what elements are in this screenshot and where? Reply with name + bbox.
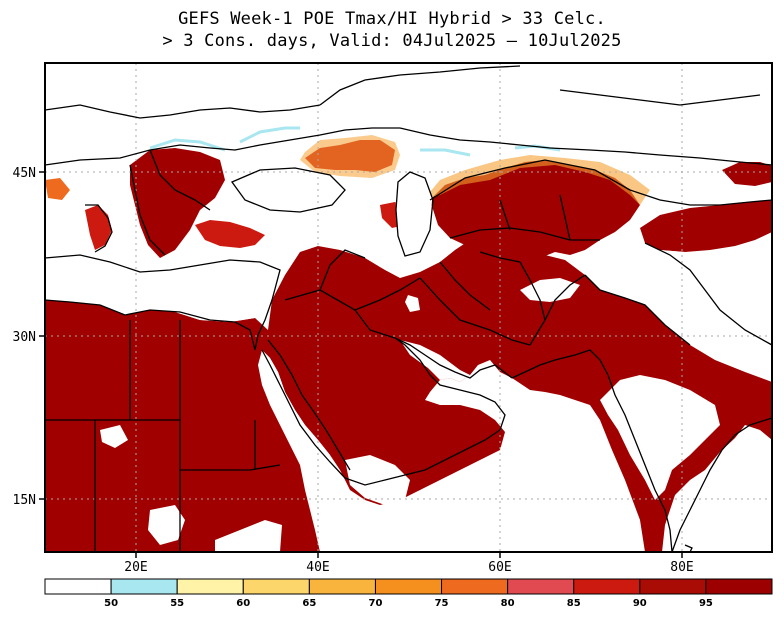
poe-cyan-fringe-3 [420, 148, 471, 157]
poe-region-italy [85, 205, 112, 250]
colorbar-label: 75 [435, 598, 449, 609]
map-title-line-1: GEFS Week-1 POE Tmax/HI Hybrid > 33 Celc… [178, 9, 606, 29]
colorbar: 50 55 60 65 70 75 80 85 90 95 [44, 578, 773, 609]
map-gridlines [45, 63, 772, 552]
poe-gap-red-sea [262, 350, 330, 460]
poe-cyan-fringe-1 [149, 138, 226, 152]
colorbar-label: 50 [104, 598, 118, 609]
tick-marks [39, 171, 683, 558]
colorbar-swatch [507, 578, 575, 595]
lon-tick-label: 80E [670, 560, 693, 575]
lon-tick-label: 60E [488, 560, 511, 575]
poe-gap-himalaya [585, 240, 690, 325]
poe-region-central-asia [430, 160, 640, 268]
poe-region-spain-patch [45, 178, 70, 200]
poe-edge-kazakh [425, 155, 650, 205]
poe-region-balkans [130, 148, 225, 258]
poe-edge-steppe [300, 135, 400, 178]
poe-gap-iran [405, 295, 420, 312]
map-frame [44, 62, 773, 553]
poe-gap-afghanistan [520, 278, 580, 302]
lon-tick-label: 40E [306, 560, 329, 575]
poe-region-north-africa-arabia [45, 240, 772, 552]
poe-gap-med [45, 252, 280, 322]
lon-tick-label: 20E [124, 560, 147, 575]
colorbar-label: 70 [368, 598, 382, 609]
lat-tick-label: 30N [13, 330, 36, 345]
poe-gap-india [600, 375, 720, 500]
colorbar-label: 80 [501, 598, 515, 609]
colorbar-swatch [242, 578, 310, 595]
colorbar-swatch [308, 578, 376, 595]
colorbar-swatch [374, 578, 443, 595]
colorbar-label: 85 [567, 598, 581, 609]
colorbar-swatch [176, 578, 244, 595]
country-borders [44, 65, 773, 553]
poe-region-anatolia [195, 220, 265, 248]
lat-tick-label: 45N [13, 166, 36, 181]
poe-gap-red-sea-east [345, 455, 410, 505]
map-field [45, 63, 772, 552]
colorbar-label: 55 [170, 598, 184, 609]
poe-region-northeast [722, 162, 772, 186]
colorbar-swatch [639, 578, 707, 595]
poe-gap-black-sea [230, 168, 345, 210]
colorbar-swatch [110, 578, 178, 595]
colorbar-label: 95 [699, 598, 713, 609]
colorbar-label: 90 [633, 598, 647, 609]
poe-gap-caspian [395, 170, 432, 255]
poe-gap-ethiopia [215, 520, 282, 552]
colorbar-swatch [441, 578, 509, 595]
poe-region-western-china [640, 200, 772, 252]
poe-gap-chad [148, 505, 185, 545]
colorbar-swatch [573, 578, 641, 595]
colorbar-swatch [705, 578, 773, 595]
poe-gap-sudan [100, 425, 128, 448]
poe-cyan-fringe-2 [239, 126, 300, 144]
colorbar-label: 60 [236, 598, 250, 609]
colorbar-swatch [44, 578, 112, 595]
colorbar-label: 65 [302, 598, 316, 609]
lat-tick-label: 15N [13, 493, 36, 508]
map-title-line-2: > 3 Cons. days, Valid: 04Jul2025 — 10Jul… [162, 31, 622, 51]
